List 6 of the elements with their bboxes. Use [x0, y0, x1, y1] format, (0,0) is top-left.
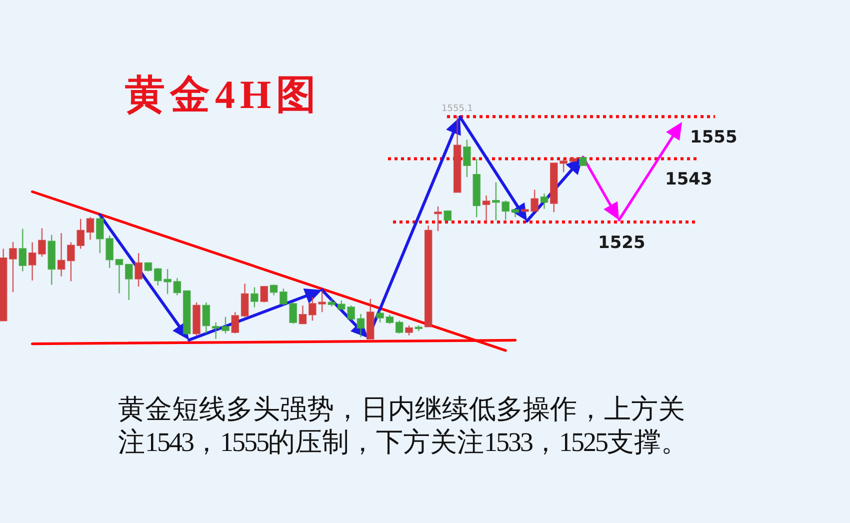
- line-note: 1555: [690, 128, 738, 148]
- line-note: 1525: [598, 232, 646, 253]
- title: 黄金4H图: [125, 72, 322, 117]
- annotation: 1555.1: [442, 104, 474, 114]
- caption: 黄金短线多头强势，日内继续低多操作，上方关注1543，1555的压制，下方关注1533，1525支撑。: [118, 393, 689, 459]
- line-note: 1543: [665, 170, 712, 190]
